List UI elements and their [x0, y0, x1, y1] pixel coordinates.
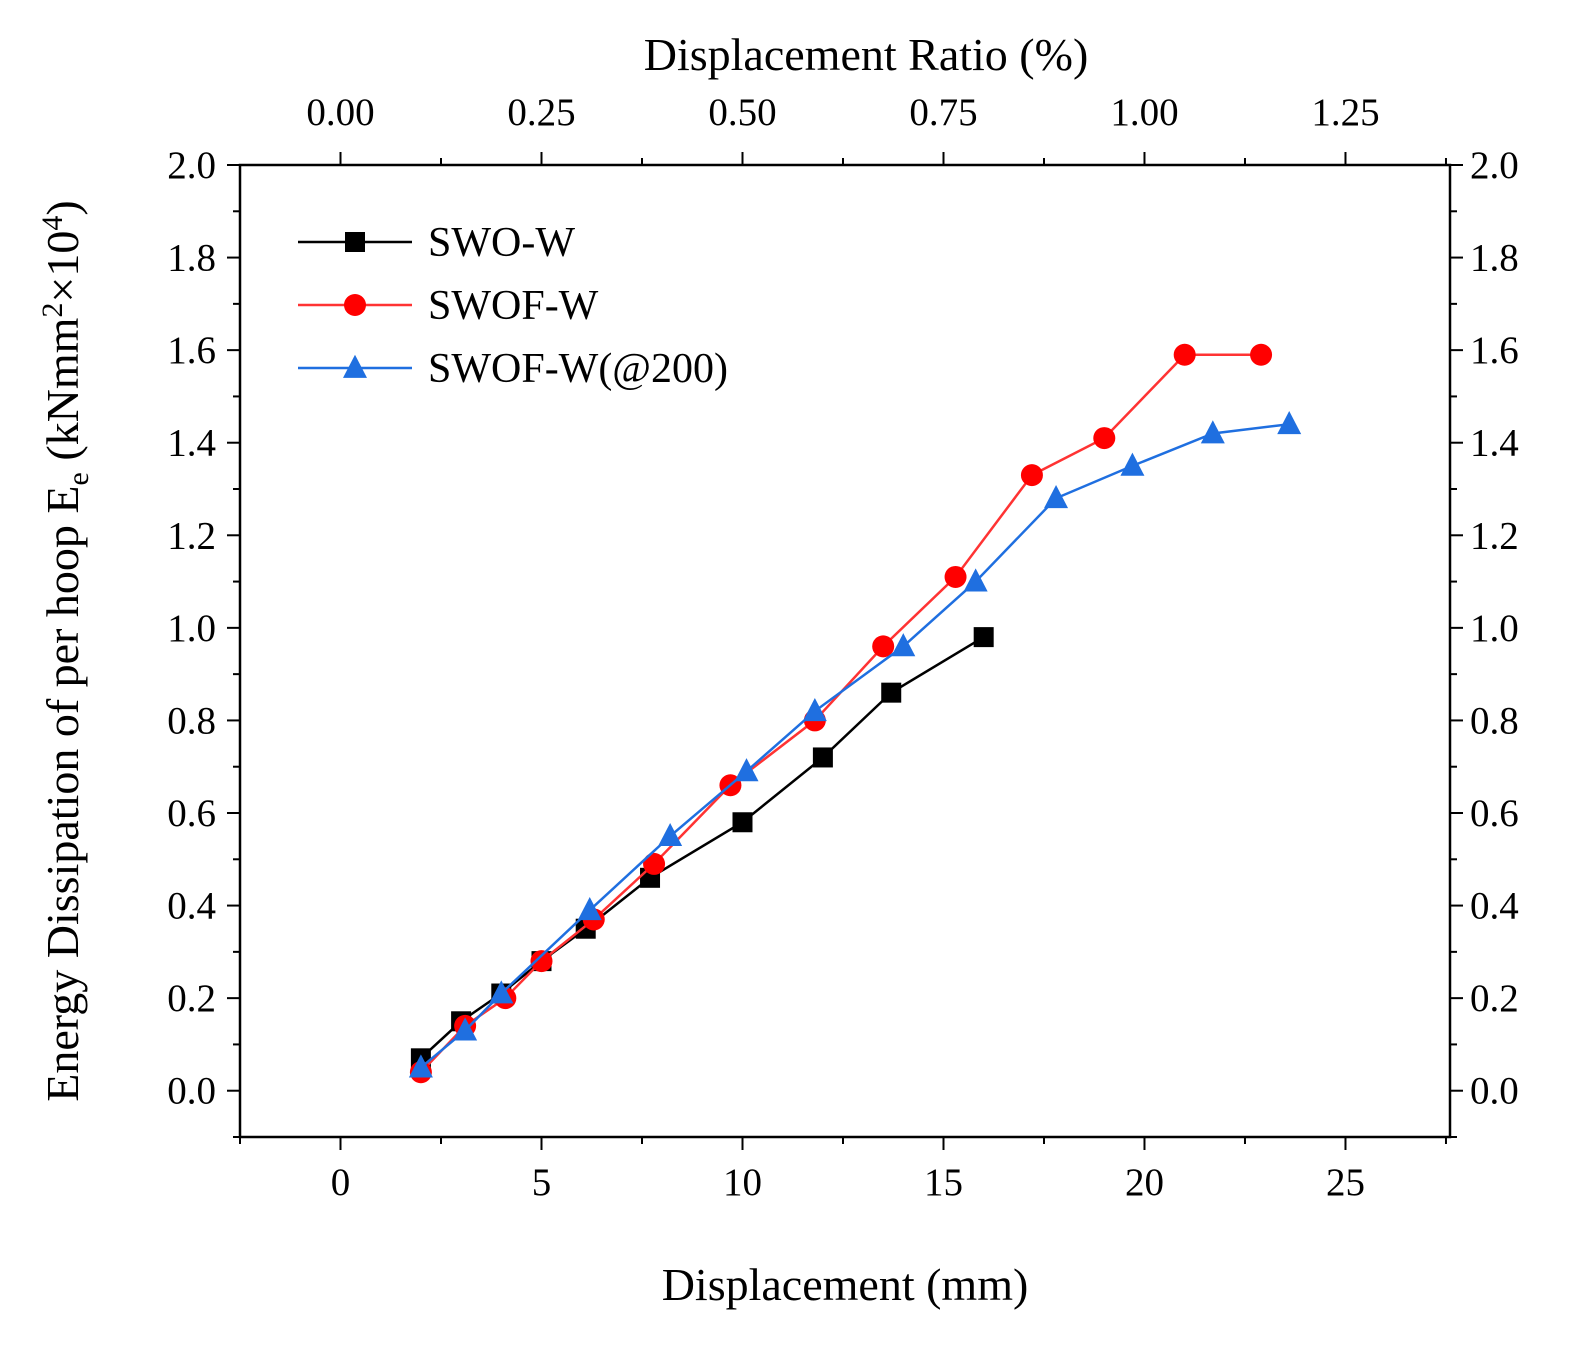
y-axis-title: Energy Dissipation of per hoop Ee (kNmm2…: [36, 200, 95, 1101]
data-point: [732, 812, 753, 833]
data-point: [577, 897, 602, 921]
y-tick-label: 1.8: [167, 237, 216, 280]
data-point: [802, 697, 827, 722]
data-point: [812, 747, 833, 768]
data-point: [1044, 485, 1069, 509]
data-point: [1173, 343, 1196, 366]
data-point: [1250, 343, 1273, 366]
legend-item: SWO-W: [298, 220, 575, 266]
x2-tick-label: 1.25: [1311, 91, 1379, 134]
axis-ticks: 0 5 10 15 20 25 0.00 0.25 0.50 0.75 1.00 1.25 0.0 0.0…: [167, 91, 1519, 1204]
series-swof-w-200-: [408, 411, 1302, 1078]
y-axis-title-close: ): [37, 200, 88, 215]
x2-tick-label: 0.50: [708, 91, 776, 134]
legend-item: SWOF-W(@200): [298, 346, 728, 392]
data-point: [1277, 411, 1302, 435]
y-tick-label: 2.0: [167, 144, 216, 187]
series-line: [420, 636, 985, 1060]
x-tick-label: 10: [723, 1161, 762, 1204]
y-tick-label: 1.0: [167, 607, 216, 650]
y-axis-title-sup-exponent: 4: [36, 216, 69, 231]
x-tick-label: 5: [532, 1161, 552, 1204]
x2-tick-label: 0.00: [306, 91, 374, 134]
data-point: [408, 1054, 433, 1078]
x-tick-label: 15: [924, 1161, 963, 1204]
legend-label: SWOF-W: [428, 283, 599, 329]
y-tick-label: 0.0: [167, 1070, 216, 1113]
data-point: [872, 635, 895, 658]
y2-tick-label: 1.0: [1470, 607, 1519, 650]
x-tick-label: 25: [1326, 1161, 1365, 1204]
y-axis-title-subscript: e: [62, 472, 95, 485]
legend-marker: [344, 294, 366, 316]
data-point: [881, 682, 902, 703]
data-point: [1093, 427, 1116, 450]
y-axis-title-sup: 2: [36, 303, 69, 318]
data-point: [453, 1017, 478, 1041]
y2-tick-label: 1.4: [1470, 422, 1519, 465]
legend-item: SWOF-W: [298, 283, 599, 329]
legend-marker: [345, 232, 365, 252]
y2-tick-label: 1.6: [1470, 329, 1519, 372]
y-tick-label: 0.6: [167, 792, 216, 835]
data-point: [1020, 464, 1043, 487]
x2-tick-label: 0.75: [909, 91, 977, 134]
y-axis-title-multiplier: ×10: [37, 231, 88, 303]
y2-tick-label: 0.4: [1470, 885, 1519, 928]
series-swof-w: [409, 343, 1273, 1084]
data-point: [530, 950, 553, 973]
x2-tick-label: 1.00: [1110, 91, 1178, 134]
data-point: [734, 758, 759, 782]
data-point: [1200, 420, 1225, 444]
series-layer: [408, 343, 1302, 1084]
y-tick-label: 1.2: [167, 514, 216, 557]
data-point: [963, 568, 988, 592]
y2-tick-label: 0.0: [1470, 1070, 1519, 1113]
plot-frame: [238, 163, 1452, 1139]
y2-tick-label: 0.8: [1470, 699, 1519, 742]
legend-label: SWOF-W(@200): [428, 346, 728, 392]
data-point: [973, 627, 994, 648]
y-tick-label: 0.8: [167, 699, 216, 742]
data-point: [891, 633, 916, 657]
y-tick-label: 1.4: [167, 422, 216, 465]
legend: SWO-W SWOF-W SWOF-W(@200): [298, 220, 728, 392]
y2-tick-label: 0.2: [1470, 977, 1519, 1020]
x-axis-title: Displacement (mm): [662, 1259, 1029, 1310]
y2-tick-label: 1.2: [1470, 514, 1519, 557]
x2-tick-label: 0.25: [507, 91, 575, 134]
y-tick-label: 0.2: [167, 977, 216, 1020]
data-point: [944, 565, 967, 588]
y2-tick-label: 1.8: [1470, 237, 1519, 280]
data-point: [643, 852, 666, 875]
data-point: [489, 980, 514, 1004]
x2-axis-title: Displacement Ratio (%): [644, 29, 1089, 80]
y-tick-label: 0.4: [167, 885, 216, 928]
x-tick-label: 20: [1125, 1161, 1164, 1204]
y-axis-title-main: Energy Dissipation of per hoop E: [37, 486, 88, 1102]
y2-tick-label: 2.0: [1470, 144, 1519, 187]
legend-marker: [343, 354, 367, 378]
x-tick-label: 0: [331, 1161, 351, 1204]
data-point: [1120, 452, 1145, 476]
data-point: [658, 822, 683, 847]
y2-tick-label: 0.6: [1470, 792, 1519, 835]
legend-label: SWO-W: [428, 220, 575, 266]
y-tick-label: 1.6: [167, 329, 216, 372]
y-axis-title-unit: (kNmm: [37, 317, 88, 472]
